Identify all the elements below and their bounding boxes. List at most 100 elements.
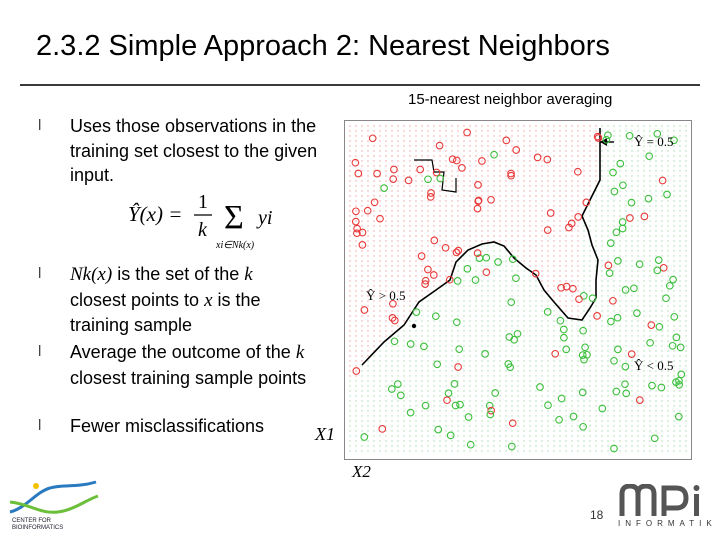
grid-dot [559,360,561,362]
grid-dot [457,275,459,277]
grid-dot [655,230,657,232]
grid-dot [577,145,579,147]
grid-dot [433,335,435,337]
grid-dot [643,395,645,397]
grid-dot [649,420,651,422]
grid-dot [397,285,399,287]
grid-dot [475,280,477,282]
grid-dot [493,175,495,177]
grid-dot [595,370,597,372]
grid-dot [457,285,459,287]
grid-dot [379,265,381,267]
point-class-zero [396,391,405,400]
grid-dot [493,335,495,337]
center-for-bioinformatics-logo [9,480,99,514]
grid-dot [445,210,447,212]
grid-dot [493,245,495,247]
grid-dot [397,275,399,277]
grid-dot [637,175,639,177]
grid-dot [355,200,357,202]
grid-dot [685,145,687,147]
grid-dot [385,435,387,437]
grid-dot [595,315,597,317]
grid-dot [355,425,357,427]
grid-dot [613,365,615,367]
grid-dot [595,355,597,357]
grid-dot [457,365,459,367]
grid-dot [379,285,381,287]
grid-dot [595,155,597,157]
grid-dot [499,375,501,377]
grid-dot [469,175,471,177]
grid-dot [553,425,555,427]
grid-dot [433,150,435,152]
grid-dot [391,295,393,297]
grid-dot [565,210,567,212]
grid-dot [421,355,423,357]
grid-dot [367,445,369,447]
grid-dot [469,165,471,167]
grid-dot [415,370,417,372]
grid-dot [571,395,573,397]
grid-dot [571,425,573,427]
grid-dot [403,235,405,237]
grid-dot [529,430,531,432]
grid-dot [559,155,561,157]
grid-dot [499,335,501,337]
grid-dot [673,300,675,302]
grid-dot [541,295,543,297]
grid-dot [487,340,489,342]
point-class-zero [450,380,459,388]
grid-dot [571,385,573,387]
grid-dot [355,210,357,212]
grid-dot [583,130,585,132]
grid-dot [601,195,603,197]
grid-dot [463,280,465,282]
grid-dot [409,260,411,262]
grid-dot [595,235,597,237]
grid-dot [661,160,663,162]
grid-dot [643,230,645,232]
grid-dot [403,275,405,277]
grid-dot [379,440,381,442]
grid-dot [637,225,639,227]
grid-dot [595,300,597,302]
grid-dot [499,405,501,407]
grid-dot [589,370,591,372]
point-class-one [635,396,644,404]
point-class-zero [616,159,625,168]
grid-dot [517,390,519,392]
grid-dot [355,250,357,252]
grid-dot [625,365,627,367]
grid-dot [679,195,681,197]
grid-dot [391,290,393,292]
grid-dot [529,255,531,257]
grid-dot [451,225,453,227]
grid-dot [349,225,351,227]
grid-dot [433,130,435,132]
grid-dot [355,375,357,377]
grid-dot [661,300,663,302]
grid-dot [445,195,447,197]
grid-dot [637,250,639,252]
grid-dot [499,190,501,192]
grid-dot [655,270,657,272]
grid-dot [631,385,633,387]
formula-subscript: xi∈Nk(x) [215,240,255,251]
grid-dot [547,160,549,162]
grid-dot [589,140,591,142]
grid-dot [607,340,609,342]
grid-dot [421,130,423,132]
grid-dot [469,155,471,157]
point-class-zero [433,360,442,369]
grid-dot [547,220,549,222]
grid-dot [577,285,579,287]
grid-dot [565,230,567,232]
grid-dot [685,195,687,197]
grid-dot [409,230,411,232]
grid-dot [355,370,357,372]
grid-dot [547,415,549,417]
grid-dot [415,395,417,397]
grid-dot [361,425,363,427]
grid-dot [445,405,447,407]
